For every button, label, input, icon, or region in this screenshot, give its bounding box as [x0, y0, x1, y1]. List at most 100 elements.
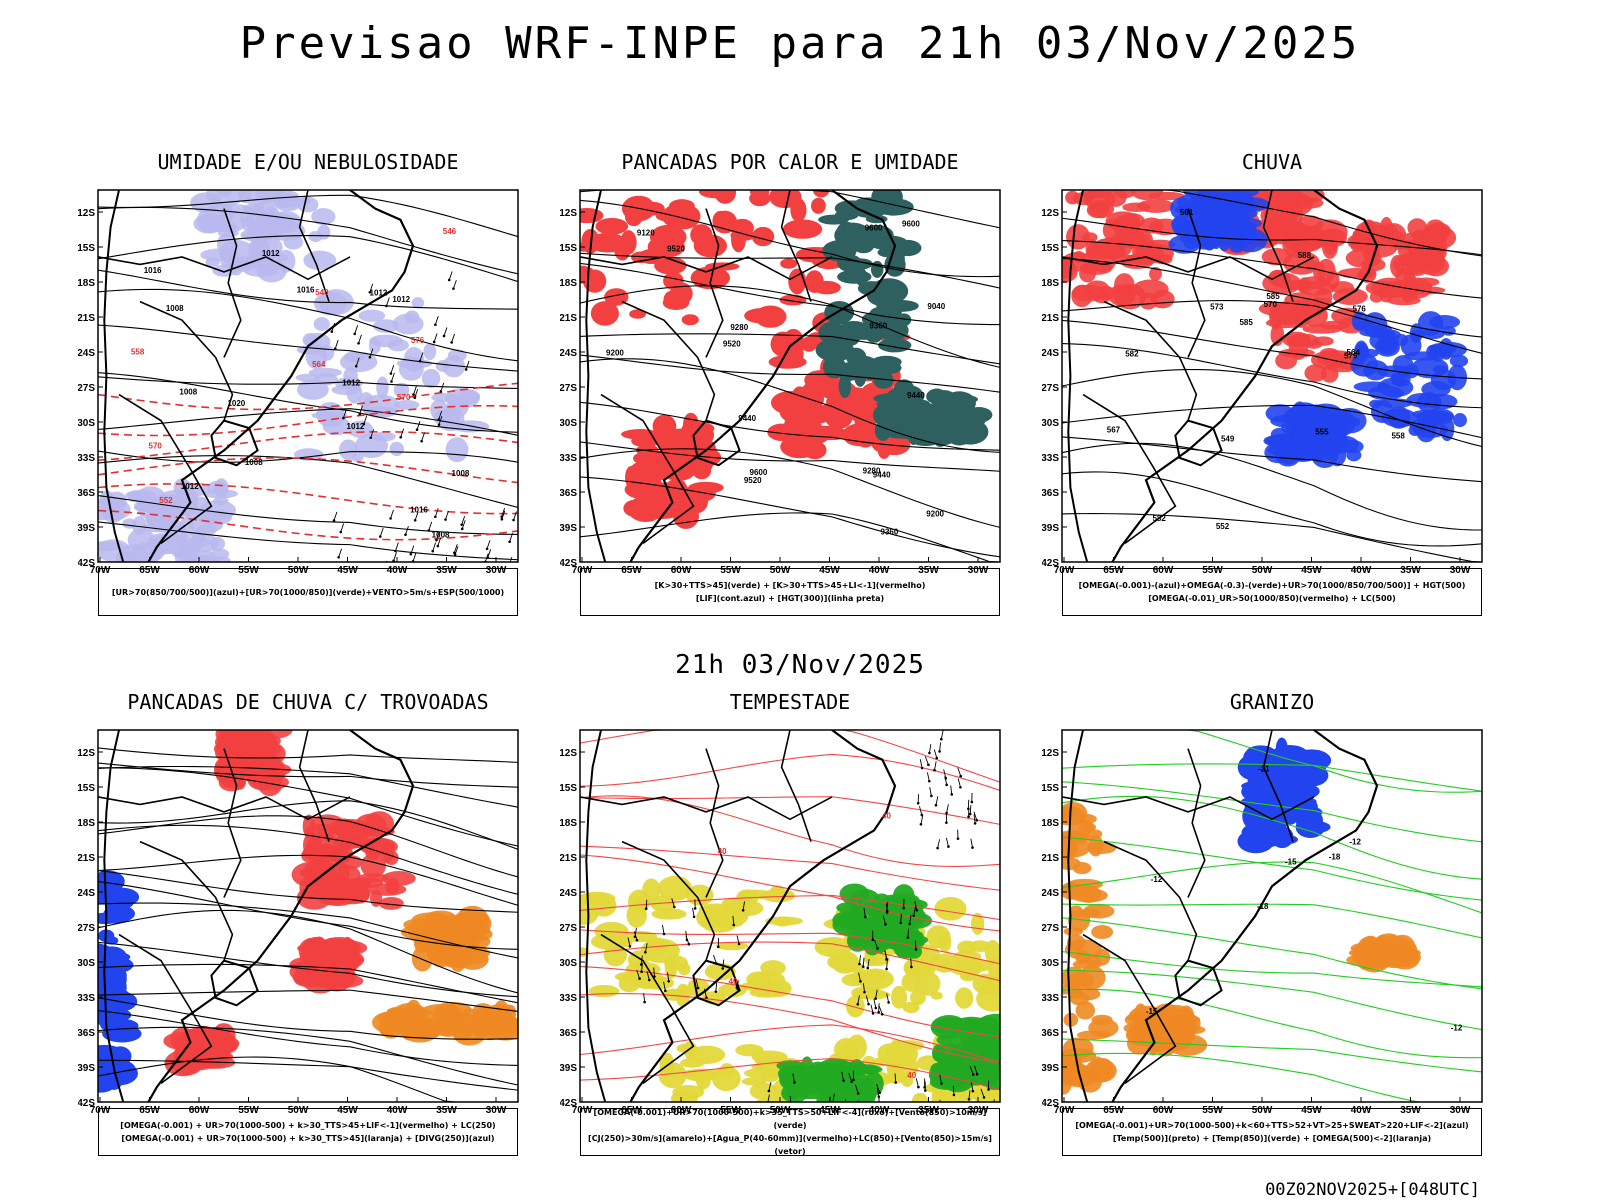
x-tick-label: 70W	[90, 565, 111, 576]
y-tick-label: 33S	[78, 453, 95, 464]
x-tick-label: 35W	[1400, 1105, 1421, 1116]
legend-box: [OMEGA(-0.001) + UR>70(1000-500) + k>30_…	[98, 1108, 518, 1156]
x-tick-label: 65W	[1103, 565, 1124, 576]
contour-label: 1008	[432, 530, 450, 539]
y-tick-label: 24S	[1042, 348, 1059, 359]
contour-label: 9280	[863, 467, 881, 476]
contour-label: 9520	[744, 476, 762, 485]
map-frame	[1061, 189, 1483, 563]
x-tick-label: 40W	[1351, 1105, 1372, 1116]
contour-label: 40	[718, 847, 727, 856]
y-tick-label: 18S	[78, 818, 95, 829]
x-tick-label: 50W	[288, 1105, 309, 1116]
map-field-layer	[580, 190, 1000, 562]
contour-label: 564	[312, 360, 326, 369]
contour-label: -15	[1146, 1007, 1158, 1016]
x-tick-label: 60W	[1153, 565, 1174, 576]
y-tick-label: 33S	[78, 993, 95, 1004]
y-tick-label: 33S	[560, 993, 577, 1004]
legend-line: [OMEGA(-0.001)+UR>70(1000-500)+k>35_TTS>…	[593, 1108, 987, 1130]
map-panel: PANCADAS DE CHUVA C/ TROVOADAS 70W 65W 60W 5…	[78, 690, 538, 1170]
x-tick-label: 35W	[436, 565, 457, 576]
y-tick-label: 21S	[1042, 853, 1059, 864]
contour-label: 1020	[227, 399, 245, 408]
y-tick-label: 15S	[560, 783, 577, 794]
x-tick-label: 35W	[436, 1105, 457, 1116]
contour-label: 585	[1266, 292, 1280, 301]
contour-label: 1012	[347, 422, 365, 431]
contour-label: 579	[1344, 352, 1358, 361]
contour-label: 570	[397, 393, 411, 402]
legend-line: [OMEGA(-0.001)+UR>70(1000-500)+k<60+TTS>…	[1075, 1121, 1469, 1130]
x-tick-label: 55W	[1202, 1105, 1223, 1116]
y-tick-label: 12S	[1042, 748, 1059, 759]
legend-line: [K>30+TTS>45](verde) + [K>30+TTS>45+LI<-…	[654, 581, 926, 590]
contour-label: 585	[1239, 318, 1253, 327]
y-tick-label: 42S	[1042, 558, 1059, 569]
y-tick-label: 12S	[560, 208, 577, 219]
contour-label: 9520	[667, 245, 685, 254]
contour-label: 9280	[730, 323, 748, 332]
y-tick-label: 12S	[78, 208, 95, 219]
map-panel: GRANIZO -12 -12 -15 -18 -21 -15 -18 -12 70W 65W 60W…	[1042, 690, 1502, 1170]
main-title: Previsao WRF-INPE para 21h 03/Nov/2025	[239, 18, 1361, 69]
contour-label: 540	[315, 288, 329, 297]
x-tick-label: 35W	[918, 1105, 939, 1116]
x-tick-label: 40W	[869, 1105, 890, 1116]
contour-label: 573	[1210, 302, 1224, 311]
contour-label: 561	[1180, 208, 1194, 217]
y-tick-label: 39S	[1042, 1063, 1059, 1074]
contour-label: 1016	[144, 266, 162, 275]
y-tick-label: 27S	[1042, 383, 1059, 394]
y-tick-label: 27S	[560, 923, 577, 934]
legend-line: [OMEGA(-0.001)-(azul)+OMEGA(-0.3)-(verde…	[1078, 581, 1466, 590]
x-tick-label: 35W	[918, 565, 939, 576]
x-tick-label: 60W	[189, 1105, 210, 1116]
contour-label: 570	[1264, 300, 1278, 309]
y-tick-label: 33S	[1042, 453, 1059, 464]
legend-box: [OMEGA(-0.001)+UR>70(1000-500)+k<60+TTS>…	[1062, 1108, 1482, 1156]
x-tick-label: 60W	[189, 565, 210, 576]
y-tick-label: 18S	[560, 818, 577, 829]
y-tick-label: 33S	[560, 453, 577, 464]
x-tick-label: 55W	[720, 1105, 741, 1116]
x-tick-label: 45W	[337, 565, 358, 576]
x-tick-label: 50W	[1252, 1105, 1273, 1116]
y-tick-label: 36S	[78, 1028, 95, 1039]
contour-label: 1012	[181, 482, 199, 491]
x-tick-label: 45W	[337, 1105, 358, 1116]
y-tick-label: 36S	[560, 1028, 577, 1039]
contour-label: 567	[1107, 425, 1121, 434]
y-tick-label: 15S	[1042, 783, 1059, 794]
contour-label: 552	[159, 496, 173, 505]
map-frame	[97, 189, 519, 563]
contour-label: 582	[1152, 514, 1166, 523]
legend-box: [OMEGA(-0.001)-(azul)+OMEGA(-0.3)-(verde…	[1062, 568, 1482, 616]
contour-label: 40	[882, 812, 891, 821]
x-tick-label: 70W	[1054, 565, 1075, 576]
y-tick-label: 21S	[78, 313, 95, 324]
y-tick-label: 33S	[1042, 993, 1059, 1004]
contour-label: 588	[1298, 251, 1312, 260]
contour-label: 576	[411, 336, 425, 345]
contour-label: 9040	[927, 302, 945, 311]
map-field-layer	[1062, 730, 1482, 1102]
contour-label: 558	[131, 348, 145, 357]
y-tick-label: 15S	[560, 243, 577, 254]
contour-label: 9440	[907, 391, 925, 400]
contour-label: 576	[1353, 304, 1367, 313]
contour-label: 9120	[637, 228, 655, 237]
y-tick-label: 27S	[1042, 923, 1059, 934]
contour-label: -18	[1257, 902, 1269, 911]
contour-label: -15	[1285, 858, 1297, 867]
x-tick-label: 55W	[238, 1105, 259, 1116]
x-tick-label: 65W	[621, 565, 642, 576]
contour-label: 9200	[606, 348, 624, 357]
x-tick-label: 40W	[869, 565, 890, 576]
y-tick-label: 42S	[78, 1098, 95, 1109]
y-tick-label: 30S	[560, 418, 577, 429]
y-tick-label: 36S	[1042, 488, 1059, 499]
y-tick-label: 21S	[560, 853, 577, 864]
contour-label: 9600	[865, 223, 883, 232]
y-tick-label: 12S	[1042, 208, 1059, 219]
